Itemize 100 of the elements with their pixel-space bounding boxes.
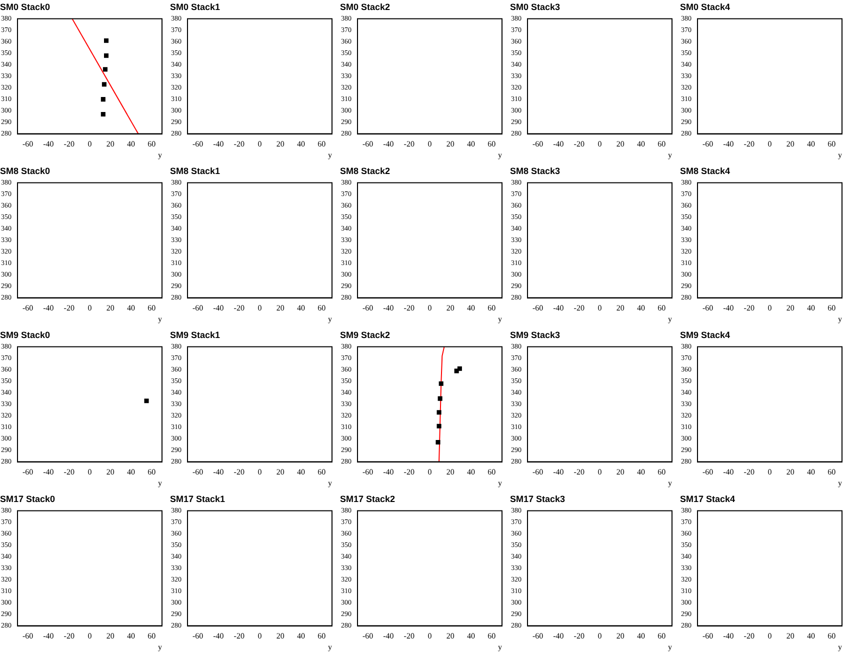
- x-axis-title: y: [668, 478, 672, 488]
- x-tick-label: 20: [446, 304, 454, 313]
- x-tick-label: 60: [148, 304, 156, 313]
- x-tick-label: -40: [43, 304, 54, 313]
- x-tick-label: 0: [88, 304, 92, 313]
- x-tick-label: -60: [22, 140, 34, 149]
- x-axis-title: y: [838, 150, 842, 160]
- x-tick-label: 40: [637, 140, 646, 149]
- x-tick-label: 60: [828, 632, 836, 641]
- chart-title: SM9 Stack1: [170, 330, 220, 340]
- x-axis-title: y: [498, 314, 502, 324]
- x-tick-label: 20: [276, 304, 284, 313]
- x-tick-label: 0: [88, 140, 92, 149]
- x-tick-label: 60: [488, 140, 496, 149]
- x-tick-label: 20: [616, 632, 624, 641]
- x-tick-label: -20: [404, 468, 414, 477]
- x-tick-label: 0: [598, 468, 602, 477]
- x-tick-label: 0: [88, 632, 92, 641]
- point: [457, 366, 462, 371]
- x-tick-label: -20: [744, 632, 754, 641]
- x-tick-label: -40: [43, 468, 54, 477]
- point: [100, 112, 106, 117]
- x-tick-label: -20: [64, 140, 74, 149]
- x-tick-label: -20: [744, 140, 754, 149]
- x-tick-label: 40: [807, 632, 816, 641]
- x-tick-label: 60: [828, 304, 836, 313]
- x-axis-title: y: [668, 314, 672, 324]
- x-tick-label: 0: [258, 304, 262, 313]
- x-axis-title: y: [838, 478, 842, 488]
- x-tick-label: -40: [213, 468, 224, 477]
- x-tick-label: 0: [258, 140, 262, 149]
- x-tick-label: 0: [768, 140, 772, 149]
- x-axis-title: y: [498, 150, 502, 160]
- x-tick-label: -40: [43, 140, 54, 149]
- x-tick-label: -60: [702, 304, 714, 313]
- x-tick-label: -40: [213, 304, 224, 313]
- x-tick-label: 60: [488, 632, 496, 641]
- x-tick-label: 0: [428, 140, 432, 149]
- x-tick-label: -20: [64, 468, 74, 477]
- x-tick-label: -20: [744, 468, 754, 477]
- x-tick-label: -40: [553, 632, 564, 641]
- x-tick-label: 60: [658, 140, 666, 149]
- x-tick-label: 20: [786, 304, 794, 313]
- x-tick-label: 60: [658, 632, 666, 641]
- x-tick-label: 60: [488, 468, 496, 477]
- x-tick-label: 20: [446, 632, 454, 641]
- x-tick-label: 40: [127, 632, 136, 641]
- x-tick-label: 40: [637, 632, 646, 641]
- chart-title: SM0 Stack2: [340, 2, 390, 12]
- x-tick-label: -60: [362, 304, 374, 313]
- chart-title: SM9 Stack2: [340, 330, 390, 340]
- chart-title: SM8 Stack0: [0, 166, 50, 176]
- x-axis-title: y: [158, 150, 162, 160]
- x-tick-label: -20: [404, 632, 414, 641]
- x-tick-label: 60: [828, 140, 836, 149]
- x-tick-label: 0: [598, 632, 602, 641]
- chart-title: SM9 Stack0: [0, 330, 50, 340]
- x-tick-label: 20: [106, 140, 114, 149]
- x-tick-label: 0: [598, 304, 602, 313]
- x-tick-label: 40: [637, 468, 646, 477]
- x-tick-label: 40: [127, 468, 136, 477]
- x-tick-label: -20: [574, 468, 584, 477]
- x-tick-label: -40: [213, 140, 224, 149]
- x-tick-label: 40: [467, 632, 476, 641]
- chart-title: SM17 Stack4: [680, 494, 736, 504]
- chart-title: SM9 Stack3: [510, 330, 560, 340]
- x-tick-label: 0: [258, 632, 262, 641]
- x-tick-label: 0: [88, 468, 92, 477]
- x-axis-title: y: [498, 478, 502, 488]
- point: [436, 440, 440, 445]
- x-tick-label: -60: [192, 468, 204, 477]
- x-tick-label: -60: [532, 140, 544, 149]
- x-tick-label: 40: [467, 468, 476, 477]
- x-axis-title: y: [158, 478, 162, 488]
- x-tick-label: 20: [276, 140, 284, 149]
- x-tick-label: -60: [532, 304, 544, 313]
- x-tick-label: -60: [362, 632, 374, 641]
- x-tick-label: 60: [488, 304, 496, 313]
- x-tick-label: 40: [807, 140, 816, 149]
- x-tick-label: -20: [234, 632, 244, 641]
- x-tick-label: -40: [723, 140, 734, 149]
- x-tick-label: -40: [553, 140, 564, 149]
- x-tick-label: 60: [318, 468, 326, 477]
- x-tick-label: 0: [258, 468, 262, 477]
- x-tick-label: 40: [297, 140, 306, 149]
- point: [100, 97, 106, 102]
- x-tick-label: -20: [574, 304, 584, 313]
- x-tick-label: 40: [297, 468, 306, 477]
- x-tick-label: -20: [574, 140, 584, 149]
- x-tick-label: -60: [532, 632, 544, 641]
- x-tick-label: 60: [318, 632, 326, 641]
- x-tick-label: 60: [148, 632, 156, 641]
- x-tick-label: -20: [574, 632, 584, 641]
- point: [436, 410, 442, 415]
- x-tick-label: -60: [702, 468, 714, 477]
- x-axis-title: y: [328, 478, 332, 488]
- x-tick-label: -20: [64, 304, 74, 313]
- x-tick-label: 20: [616, 304, 624, 313]
- chart-title: SM8 Stack4: [680, 166, 730, 176]
- x-tick-label: 20: [786, 140, 794, 149]
